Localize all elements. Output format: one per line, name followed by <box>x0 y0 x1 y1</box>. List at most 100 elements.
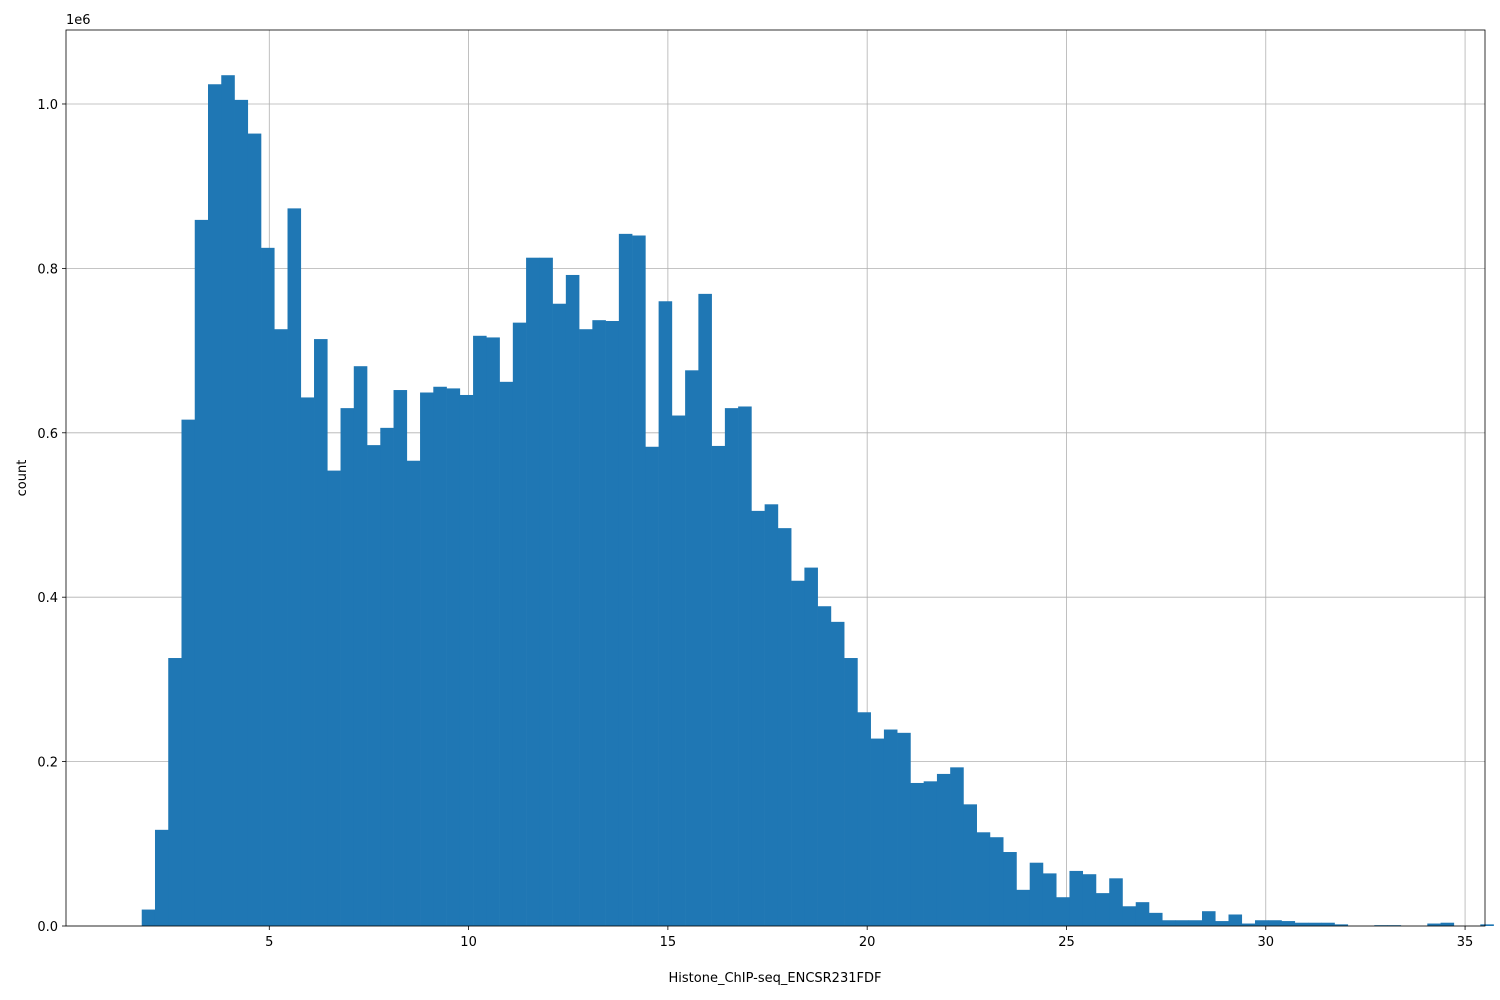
x-tick-label: 5 <box>265 935 273 950</box>
histogram-bar <box>327 470 341 926</box>
histogram-bar <box>1440 922 1455 926</box>
histogram-bar <box>1201 911 1216 926</box>
histogram-bar <box>1095 893 1110 926</box>
histogram-bar <box>486 337 500 926</box>
histogram-bar <box>526 257 540 926</box>
histogram-bar <box>1175 920 1190 926</box>
histogram-bar <box>936 773 951 926</box>
x-tick-label: 35 <box>1457 935 1474 950</box>
histogram-bar <box>473 335 487 926</box>
histogram-bar <box>433 386 447 926</box>
x-tick-label: 30 <box>1257 935 1274 950</box>
histogram-bar <box>1042 873 1057 926</box>
histogram-bar <box>711 445 726 926</box>
histogram-bar <box>499 381 514 926</box>
histogram-bar <box>1122 906 1137 926</box>
histogram-bar <box>1215 921 1229 926</box>
histogram-bar <box>221 75 235 927</box>
histogram-bar <box>830 621 845 926</box>
histogram-bar <box>950 767 964 926</box>
histogram-bar <box>300 397 315 926</box>
x-tick-label: 10 <box>460 935 477 950</box>
histogram-bar <box>287 208 302 926</box>
histogram-bar <box>168 658 182 926</box>
histogram-bar <box>844 658 858 926</box>
histogram-bar <box>181 419 196 926</box>
histogram-bar <box>1162 920 1176 926</box>
histogram-bar <box>247 133 262 926</box>
histogram-bar <box>393 390 408 926</box>
histogram-bar <box>552 303 567 926</box>
x-tick-label: 25 <box>1058 935 1075 950</box>
histogram-bar <box>353 366 368 926</box>
histogram-bar <box>989 837 1004 926</box>
histogram-bar <box>194 219 209 927</box>
histogram-bar <box>605 320 620 926</box>
histogram-bar <box>1480 924 1494 926</box>
y-tick-label: 0.2 <box>37 756 58 771</box>
histogram-bar <box>1069 870 1084 926</box>
x-axis-label: Histone_ChIP-seq_ENCSR231FDF <box>669 971 882 986</box>
histogram-bar <box>446 388 461 926</box>
histogram-bar <box>685 370 699 927</box>
histogram-bar <box>698 293 712 926</box>
histogram-bar <box>565 274 580 927</box>
histogram-bar <box>1016 889 1031 926</box>
histogram-bar <box>1387 925 1402 926</box>
histogram-bar <box>883 729 898 926</box>
histogram-bar <box>804 567 818 926</box>
histogram-bar <box>1374 925 1388 926</box>
histogram-bar <box>1255 920 1269 926</box>
histogram-bar <box>1003 852 1017 926</box>
histogram-bar <box>512 322 527 926</box>
y-tick-label: 0.4 <box>37 591 58 606</box>
histogram-bar <box>791 580 805 926</box>
histogram-bar <box>1241 923 1256 926</box>
y-tick-label: 0.8 <box>37 262 58 277</box>
histogram-bar <box>1268 920 1282 926</box>
histogram-bar <box>870 738 885 926</box>
histogram-bar <box>764 504 779 926</box>
histogram-bar <box>1082 874 1097 926</box>
histogram-bar <box>1148 912 1163 926</box>
x-tick-label: 20 <box>859 935 876 950</box>
histogram-bar <box>658 301 673 926</box>
histogram-bar <box>420 392 434 926</box>
histogram-bar <box>1308 922 1322 926</box>
histogram-bar <box>1056 897 1070 926</box>
histogram-bar <box>618 233 633 927</box>
histogram-bar <box>234 99 249 926</box>
histogram-bar <box>632 235 646 927</box>
histogram-bar <box>539 257 553 926</box>
histogram-bar <box>923 781 938 926</box>
histogram-bar <box>1321 922 1335 926</box>
histogram-bar <box>857 712 871 926</box>
histogram-bar <box>976 832 991 926</box>
histogram-bar <box>724 408 739 927</box>
y-tick-label: 1.0 <box>37 98 58 113</box>
histogram-bar <box>592 320 606 926</box>
y-tick-label: 0.0 <box>37 920 58 935</box>
histogram-bar <box>1188 920 1203 926</box>
histogram-bar <box>141 909 156 926</box>
y-tick-label: 0.6 <box>37 427 58 442</box>
histogram-bar <box>1029 862 1044 926</box>
histogram-bar <box>1281 921 1296 926</box>
histogram-bar <box>738 406 752 927</box>
histogram-bar <box>579 329 593 926</box>
histogram-bar <box>406 460 421 926</box>
plot-frame <box>65 29 1486 927</box>
histogram-bar <box>340 408 355 927</box>
x-tick-label: 15 <box>660 935 677 950</box>
histogram-bar <box>963 804 977 926</box>
histogram-bar <box>910 782 924 926</box>
histogram-bar <box>777 528 792 926</box>
histogram-bar <box>897 732 911 926</box>
histogram-bar <box>207 84 222 926</box>
histogram-bar <box>645 446 659 926</box>
histogram-bar <box>367 445 381 926</box>
histogram-bar <box>817 606 832 926</box>
histogram-bar <box>1294 922 1309 926</box>
y-offset-label: 1e6 <box>66 13 91 28</box>
